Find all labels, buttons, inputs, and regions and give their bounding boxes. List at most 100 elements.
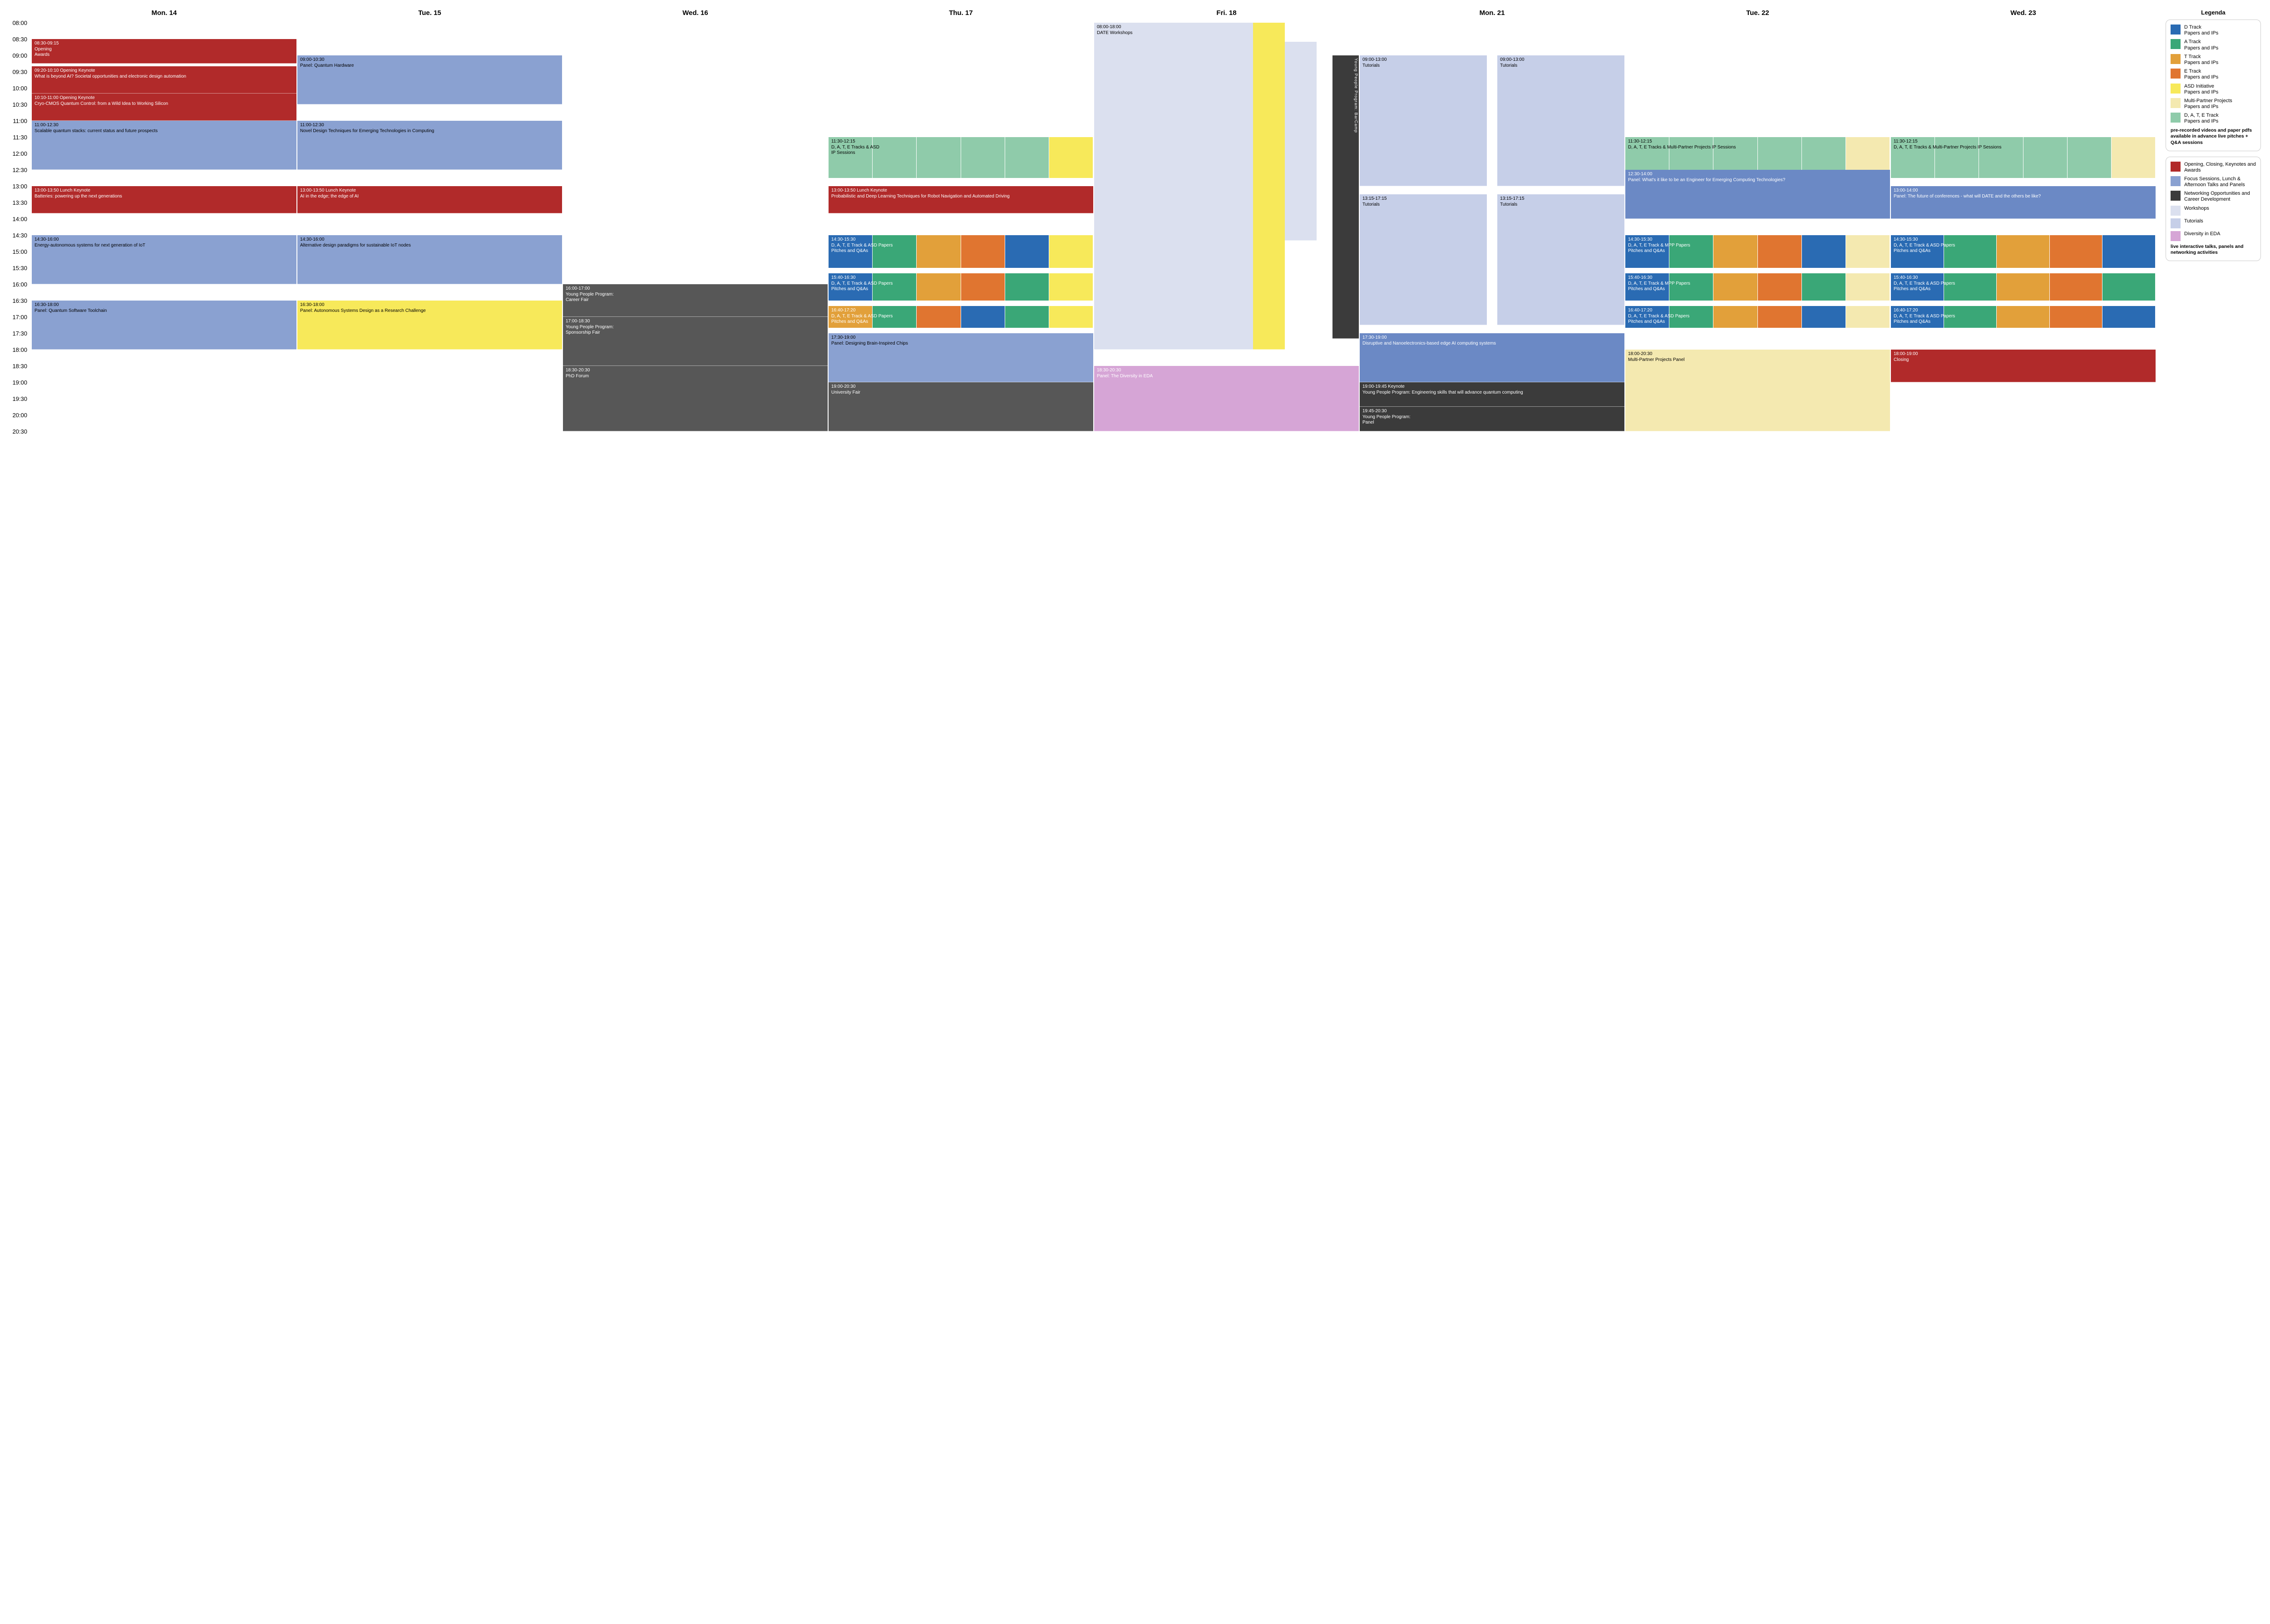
legend-swatch <box>2171 191 2181 201</box>
legend-label: D, A, T, E TrackPapers and IPs <box>2184 113 2219 124</box>
legend-label: Workshops <box>2184 206 2209 212</box>
session-block: 09:00-13:00Tutorials <box>1360 55 1487 186</box>
legend-swatch <box>2171 69 2181 79</box>
day-body: 08:00-18:00DATE WorkshopsYoung People Pr… <box>1094 23 1359 448</box>
session-block: 14:30-16:00Energy-autonomous systems for… <box>32 235 296 284</box>
time-label: 10:00 <box>9 85 32 102</box>
session-label: 14:30-15:30D, A, T, E Track & MPP Papers… <box>1625 235 1890 256</box>
day-column: Mon. 1408:30-09:15OpeningAwards09:20-10:… <box>32 9 297 448</box>
session-block: 11:00-12:30Scalable quantum stacks: curr… <box>32 121 296 170</box>
session-block: 13:00-13:50 Lunch KeynoteBatteries: powe… <box>32 186 296 213</box>
day-body: 11:30-12:15D, A, T, E Tracks & Multi-Par… <box>1625 23 1890 448</box>
session-block-stripes: 14:30-15:30D, A, T, E Track & ASD Papers… <box>1891 235 2156 268</box>
legend-label: Focus Sessions, Lunch & Afternoon Talks … <box>2184 176 2256 188</box>
day-header: Fri. 18 <box>1094 9 1359 23</box>
legend-label: E TrackPapers and IPs <box>2184 69 2218 80</box>
session-block: 08:00-18:00DATE Workshops <box>1094 23 1253 350</box>
session-block: 16:30-18:00Panel: Autonomous Systems Des… <box>297 301 562 350</box>
session-block: 11:00-12:30Novel Design Techniques for E… <box>297 121 562 170</box>
session-block-stripes: 15:40-16:30D, A, T, E Track & ASD Papers… <box>1891 273 2156 301</box>
legend-group-sessions: Opening, Closing, Keynotes and Awards Foc… <box>2166 157 2261 261</box>
time-label: 08:30 <box>9 36 32 53</box>
legend-item: E TrackPapers and IPs <box>2171 69 2256 80</box>
day-column: Tue. 22 11:30-12:15D, A, T, E Tracks & Mu… <box>1625 9 1891 448</box>
session-label: 15:40-16:30D, A, T, E Track & ASD Papers… <box>1891 273 2156 294</box>
session-block-stripes: 15:40-16:30D, A, T, E Track & ASD Papers… <box>829 273 1093 301</box>
legend-label: Tutorials <box>2184 218 2203 224</box>
day-body: 11:30-12:15D, A, T, E Tracks & ASDIP Ses… <box>829 23 1093 448</box>
time-label: 09:00 <box>9 53 32 69</box>
session-block: 13:00-13:50 Lunch KeynoteProbabilistic a… <box>829 186 1093 213</box>
session-block: 16:30-18:00Panel: Quantum Software Toolc… <box>32 301 296 350</box>
legend-label: ASD InitiativePapers and IPs <box>2184 84 2218 95</box>
time-label: 11:00 <box>9 118 32 134</box>
session-label: 14:30-15:30D, A, T, E Track & ASD Papers… <box>829 235 1093 256</box>
session-block: 17:30-19:00Disruptive and Nanoelectronic… <box>1360 333 1624 382</box>
legend-label: T TrackPapers and IPs <box>2184 54 2218 66</box>
session-block: 10:10-11:00 Opening KeynoteCryo-CMOS Qua… <box>32 94 296 121</box>
time-label: 14:30 <box>9 232 32 249</box>
day-column: Thu. 1711:30-12:15D, A, T, E Tracks & AS… <box>829 9 1094 448</box>
day-header: Tue. 22 <box>1625 9 1890 23</box>
session-block-stripes: 14:30-15:30D, A, T, E Track & ASD Papers… <box>829 235 1093 268</box>
day-column: Fri. 1808:00-18:00DATE WorkshopsYoung Pe… <box>1094 9 1360 448</box>
legend-swatch <box>2171 162 2181 172</box>
session-block: 19:45-20:30Young People Program:Panel <box>1360 407 1624 431</box>
session-block-stripes: 11:30-12:15D, A, T, E Tracks & ASDIP Ses… <box>829 137 1093 178</box>
legend-item: D TrackPapers and IPs <box>2171 25 2256 36</box>
session-block: 18:00-19:00Closing <box>1891 350 2156 382</box>
day-header: Wed. 16 <box>563 9 828 23</box>
session-block: 17:30-19:00Panel: Designing Brain-Inspir… <box>829 333 1093 382</box>
session-label: 14:30-15:30D, A, T, E Track & ASD Papers… <box>1891 235 2156 256</box>
legend-swatch <box>2171 206 2181 216</box>
legend-item: Multi-Partner ProjectsPapers and IPs <box>2171 98 2256 110</box>
session-label: 16:40-17:20D, A, T, E Track & ASD Papers… <box>1891 306 2156 327</box>
session-block: 09:00-13:00Tutorials <box>1497 55 1624 186</box>
legend-label: Networking Opportunities and Career Deve… <box>2184 191 2256 202</box>
session-block: 19:00-20:30University Fair <box>829 382 1093 431</box>
legend-item: Networking Opportunities and Career Deve… <box>2171 191 2256 202</box>
session-block: 13:15-17:15Tutorials <box>1497 194 1624 325</box>
time-label: 09:30 <box>9 69 32 85</box>
legend-item: Tutorials <box>2171 218 2256 228</box>
session-block <box>1285 42 1317 241</box>
legend-swatch <box>2171 84 2181 94</box>
legend-swatch <box>2171 98 2181 108</box>
legend-label: Opening, Closing, Keynotes and Awards <box>2184 162 2256 173</box>
day-column: Mon. 21 09:00-13:00Tutorials13:15-17:15Tu… <box>1360 9 1625 448</box>
session-label: 16:40-17:20D, A, T, E Track & ASD Papers… <box>829 306 1093 327</box>
time-label: 17:30 <box>9 331 32 347</box>
time-label: 18:30 <box>9 363 32 380</box>
schedule-grid: Mon. 1408:30-09:15OpeningAwards09:20-10:… <box>32 9 2156 448</box>
time-label: 16:30 <box>9 298 32 314</box>
day-body: 08:30-09:15OpeningAwards09:20-10:10 Open… <box>32 23 296 448</box>
legend-swatch <box>2171 54 2181 64</box>
legend-label: A TrackPapers and IPs <box>2184 39 2218 51</box>
legend-swatch <box>2171 176 2181 186</box>
time-label: 10:30 <box>9 102 32 118</box>
session-block: 09:20-10:10 Opening KeynoteWhat is beyon… <box>32 66 296 94</box>
time-label: 12:00 <box>9 151 32 167</box>
time-label: 20:30 <box>9 429 32 445</box>
legend-item: ASD InitiativePapers and IPs <box>2171 84 2256 95</box>
legend-item: Opening, Closing, Keynotes and Awards <box>2171 162 2256 173</box>
session-block: 13:00-14:00Panel: The future of conferen… <box>1891 186 2156 219</box>
session-label: 11:30-12:15D, A, T, E Tracks & Multi-Par… <box>1625 137 1890 152</box>
legend-item: D, A, T, E TrackPapers and IPs <box>2171 113 2256 124</box>
day-header: Mon. 21 <box>1360 9 1624 23</box>
time-label: 13:30 <box>9 200 32 216</box>
time-label: 14:00 <box>9 216 32 232</box>
time-label: 20:00 <box>9 412 32 429</box>
legend-note: live interactive talks, panels and netwo… <box>2171 244 2256 256</box>
session-block: 13:15-17:15Tutorials <box>1360 194 1487 325</box>
time-label: 17:00 <box>9 314 32 331</box>
session-block: 08:30-09:15OpeningAwards <box>32 39 296 64</box>
legend-label: D TrackPapers and IPs <box>2184 25 2218 36</box>
legend-swatch <box>2171 25 2181 35</box>
session-block: 14:30-16:00Alternative design paradigms … <box>297 235 562 284</box>
session-block: 18:30-20:30Panel: The Diversity in EDA <box>1094 366 1359 431</box>
time-axis: 08:0008:3009:0009:3010:0010:3011:0011:30… <box>9 9 32 448</box>
session-block: 16:00-17:00Young People Program:Career F… <box>563 284 828 317</box>
day-body: 09:00-10:30Panel: Quantum Hardware11:00-… <box>297 23 562 448</box>
day-header: Wed. 23 <box>1891 9 2156 23</box>
